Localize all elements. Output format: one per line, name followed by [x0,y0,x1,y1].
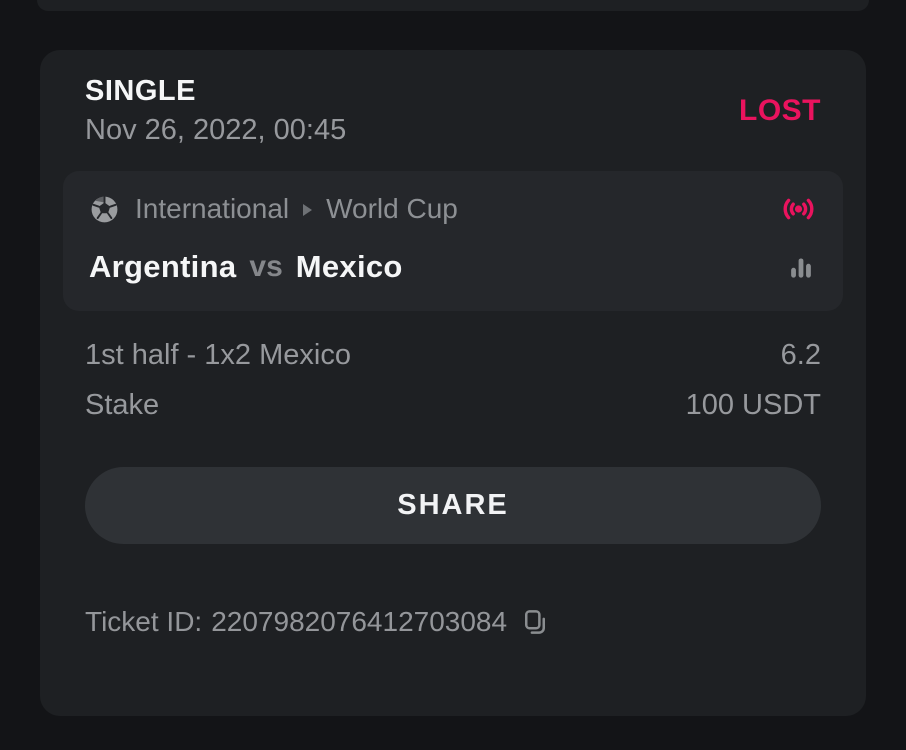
ticket-header: SINGLE Nov 26, 2022, 00:45 LOST [63,75,843,147]
stake-row: Stake 100 USDT [63,389,843,422]
ticket-id-label: Ticket ID: [85,606,203,638]
live-broadcast-icon[interactable] [780,194,817,224]
copy-icon [520,607,550,637]
status-badge: LOST [739,94,821,128]
stake-label: Stake [85,389,160,422]
vs-separator: vs [249,250,283,284]
copy-ticket-id-button[interactable] [520,607,550,637]
bet-selection-row: 1st half - 1x2 Mexico 6.2 [63,339,843,372]
match-card[interactable]: International World Cup Argentina vs [63,171,843,312]
bet-market-label: 1st half - 1x2 Mexico [85,339,351,372]
away-team-name: Mexico [295,249,403,285]
previous-ticket-card-edge[interactable] [37,0,869,11]
ticket-id-row: Ticket ID: 2207982076412703084 [63,606,843,638]
bet-ticket-card: SINGLE Nov 26, 2022, 00:45 LOST [40,50,866,716]
share-button[interactable]: SHARE [85,467,821,545]
ticket-type-label: SINGLE [85,75,196,107]
home-team-name: Argentina [89,249,237,285]
league-row: International World Cup [89,193,817,225]
teams-row: Argentina vs Mexico [89,249,817,285]
bet-odds-value: 6.2 [780,339,821,372]
ticket-id-value: 2207982076412703084 [211,606,508,638]
soccer-ball-icon [89,194,120,225]
ticket-datetime: Nov 26, 2022, 00:45 [85,114,347,147]
event-competition: World Cup [326,193,458,225]
ticket-header-left: SINGLE Nov 26, 2022, 00:45 [85,75,346,147]
event-category: International [135,193,290,225]
stake-value: 100 USDT [685,389,821,422]
stats-bars-icon[interactable] [785,251,817,283]
chevron-right-icon [303,204,313,217]
